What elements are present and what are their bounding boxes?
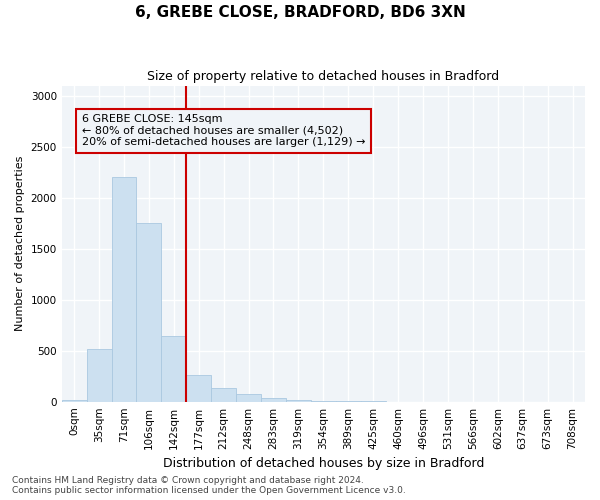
Text: Contains HM Land Registry data © Crown copyright and database right 2024.
Contai: Contains HM Land Registry data © Crown c…: [12, 476, 406, 495]
X-axis label: Distribution of detached houses by size in Bradford: Distribution of detached houses by size …: [163, 457, 484, 470]
Bar: [211, 388, 236, 402]
Bar: [86, 348, 112, 402]
Bar: [136, 223, 161, 402]
Bar: [311, 401, 336, 402]
Title: Size of property relative to detached houses in Bradford: Size of property relative to detached ho…: [147, 70, 499, 83]
Bar: [62, 400, 86, 402]
Bar: [112, 178, 136, 402]
Bar: [236, 394, 261, 402]
Text: 6, GREBE CLOSE, BRADFORD, BD6 3XN: 6, GREBE CLOSE, BRADFORD, BD6 3XN: [134, 5, 466, 20]
Bar: [161, 336, 186, 402]
Y-axis label: Number of detached properties: Number of detached properties: [15, 156, 25, 332]
Bar: [286, 400, 311, 402]
Bar: [261, 398, 286, 402]
Text: 6 GREBE CLOSE: 145sqm
← 80% of detached houses are smaller (4,502)
20% of semi-d: 6 GREBE CLOSE: 145sqm ← 80% of detached …: [82, 114, 365, 148]
Bar: [186, 375, 211, 402]
